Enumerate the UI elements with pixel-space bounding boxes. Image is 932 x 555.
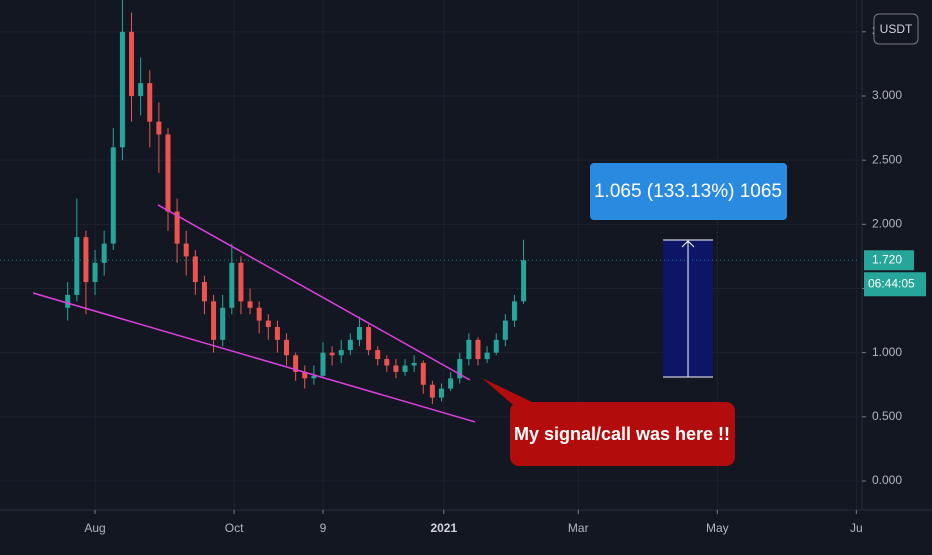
- measure-label-text: 1.065 (133.13%) 1065: [594, 181, 782, 202]
- candle-body: [338, 350, 344, 356]
- candle-body: [302, 371, 308, 379]
- candle-body: [101, 243, 107, 263]
- trendline: [157, 204, 471, 381]
- callout: My signal/call was here !!: [482, 378, 735, 466]
- candle-body: [402, 365, 408, 372]
- candle-body: [521, 260, 527, 302]
- x-tick-label: May: [706, 521, 729, 535]
- candle-body: [138, 83, 144, 96]
- candle-body: [92, 262, 98, 283]
- plot: [32, 0, 713, 423]
- candle-body: [201, 282, 207, 302]
- currency-button[interactable]: USDT: [873, 13, 919, 45]
- countdown-box: [864, 272, 926, 297]
- measure-label-box: [590, 163, 787, 220]
- candle-body: [74, 237, 80, 295]
- candle-body: [293, 355, 299, 372]
- candle-body: [393, 365, 399, 372]
- candle-body: [502, 320, 508, 340]
- candle-body: [320, 352, 326, 376]
- candle-body: [65, 294, 71, 308]
- candle-body: [220, 307, 226, 340]
- candle-body: [429, 384, 435, 398]
- candle-body: [238, 262, 244, 302]
- candle-body: [129, 31, 135, 96]
- candle-body: [165, 134, 171, 212]
- countdown-label: 06:44:05: [868, 276, 915, 290]
- callout-box: [510, 402, 735, 466]
- candle-body: [147, 83, 153, 122]
- candle-body: [174, 211, 180, 244]
- y-tick-label: 2.000: [872, 217, 902, 231]
- candle-body: [347, 339, 353, 351]
- candle-body: [366, 326, 372, 351]
- x-tick-label: Mar: [568, 521, 589, 535]
- y-tick-label: 1.000: [872, 345, 902, 359]
- x-tick-label: Ju: [850, 521, 863, 535]
- measure-label: 1.065 (133.13%) 1065: [590, 163, 787, 220]
- candle-body: [83, 237, 89, 283]
- candle-body: [457, 359, 463, 379]
- candle-body: [110, 147, 116, 244]
- candle-body: [229, 262, 235, 308]
- candle-body: [119, 31, 125, 148]
- candle-body: [311, 375, 317, 379]
- last-price-label: 1.720: [872, 252, 902, 266]
- candle-body: [475, 339, 481, 360]
- x-tick-label: Oct: [225, 521, 244, 535]
- candle-body: [484, 352, 490, 360]
- y-tick-label: 2.500: [872, 152, 902, 166]
- candle-body: [384, 359, 390, 366]
- currency-box[interactable]: [873, 13, 919, 45]
- measure-arrowhead: [681, 240, 695, 248]
- y-tick-label: 0.000: [872, 473, 902, 487]
- candle-body: [466, 339, 472, 360]
- x-tick-label: 2021: [430, 521, 457, 535]
- x-tick-label: Aug: [84, 521, 105, 535]
- candle-body: [493, 339, 499, 353]
- candle-body: [284, 339, 290, 356]
- candle-body: [420, 362, 426, 385]
- axes: 0.0000.5001.0001.5002.0002.5003.0003.500…: [0, 24, 926, 535]
- candle-body: [411, 362, 417, 366]
- candle-body: [356, 326, 362, 340]
- candle-body: [274, 326, 280, 340]
- candle-body: [211, 301, 217, 340]
- y-tick-label: 0.500: [872, 409, 902, 423]
- candle-body: [439, 388, 445, 398]
- candle-body: [183, 243, 189, 257]
- callout-pointer: [482, 378, 536, 404]
- candle-body: [156, 121, 162, 135]
- trendline: [32, 292, 476, 423]
- currency-label[interactable]: USDT: [880, 22, 913, 36]
- candle-body: [329, 352, 335, 356]
- last-price-box: [864, 250, 914, 271]
- candle-body: [192, 256, 198, 283]
- x-tick-label: 9: [320, 521, 327, 535]
- candle-body: [511, 301, 517, 321]
- callout-text: My signal/call was here !!: [514, 424, 730, 444]
- candle-body: [247, 301, 253, 308]
- candle-body: [375, 350, 381, 360]
- candle-body: [265, 320, 271, 327]
- candle-body: [256, 307, 262, 321]
- y-tick-label: 3.000: [872, 88, 902, 102]
- candle-body: [448, 378, 454, 389]
